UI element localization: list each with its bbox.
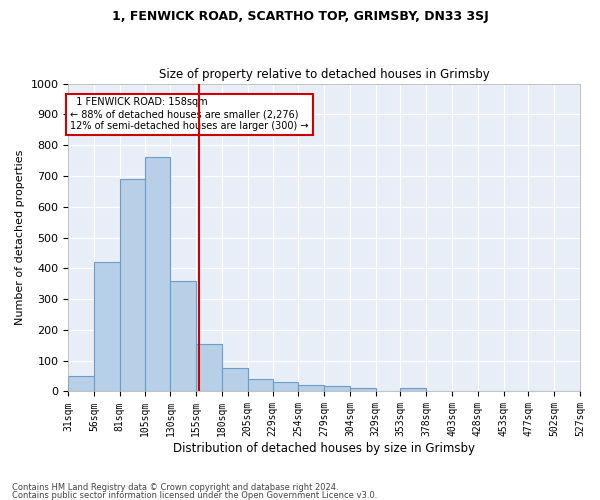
Bar xyxy=(94,262,120,392)
Bar xyxy=(350,388,376,392)
Bar xyxy=(196,344,222,392)
Text: Contains public sector information licensed under the Open Government Licence v3: Contains public sector information licen… xyxy=(12,490,377,500)
Title: Size of property relative to detached houses in Grimsby: Size of property relative to detached ho… xyxy=(159,68,490,81)
Bar xyxy=(170,280,196,392)
Y-axis label: Number of detached properties: Number of detached properties xyxy=(15,150,25,325)
Text: Contains HM Land Registry data © Crown copyright and database right 2024.: Contains HM Land Registry data © Crown c… xyxy=(12,484,338,492)
Bar xyxy=(324,386,350,392)
Bar xyxy=(248,379,272,392)
Text: 1 FENWICK ROAD: 158sqm
← 88% of detached houses are smaller (2,276)
12% of semi-: 1 FENWICK ROAD: 158sqm ← 88% of detached… xyxy=(70,98,309,130)
Bar xyxy=(222,368,248,392)
Bar xyxy=(120,179,145,392)
Bar xyxy=(298,386,324,392)
Text: 1, FENWICK ROAD, SCARTHO TOP, GRIMSBY, DN33 3SJ: 1, FENWICK ROAD, SCARTHO TOP, GRIMSBY, D… xyxy=(112,10,488,23)
Bar xyxy=(68,376,94,392)
X-axis label: Distribution of detached houses by size in Grimsby: Distribution of detached houses by size … xyxy=(173,442,475,455)
Bar xyxy=(272,382,298,392)
Bar xyxy=(400,388,426,392)
Bar xyxy=(145,158,170,392)
